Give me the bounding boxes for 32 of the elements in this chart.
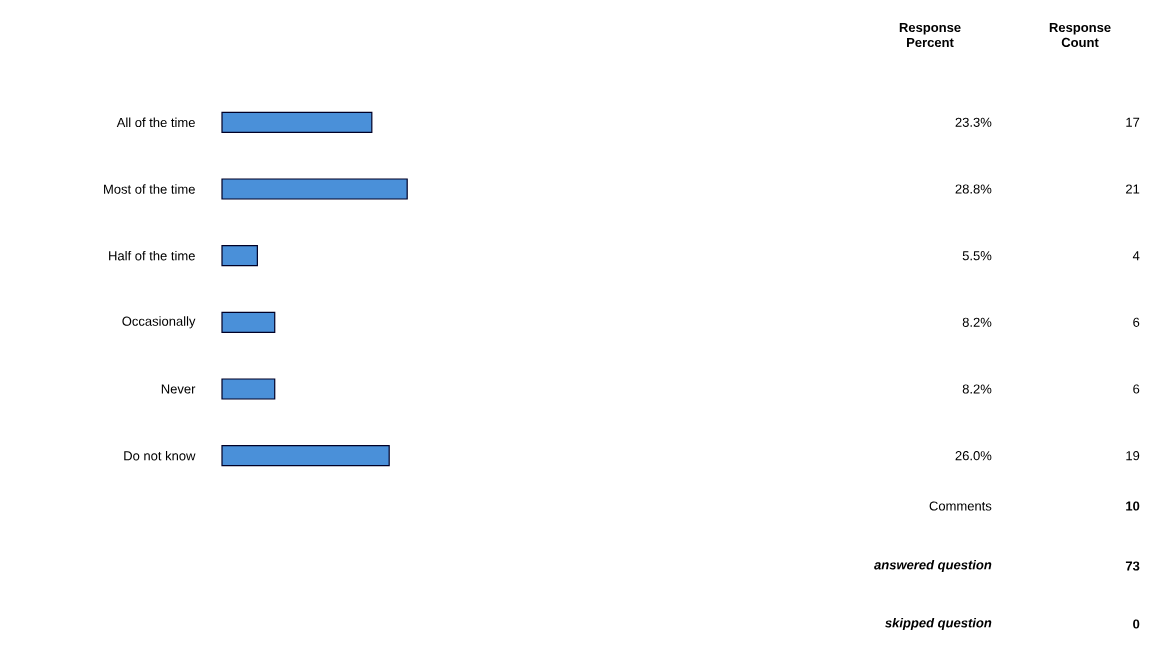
text: 73 [1125,561,1140,571]
text: Response Percent [899,22,961,48]
y-tick-label: Half of the time [109,250,195,261]
data-label: 8.2% [962,384,992,394]
data-label: 28.8% [955,184,992,194]
text: skipped question [885,617,992,631]
bar [221,111,373,133]
bar [221,445,390,467]
y-tick-label: All of the time [116,117,195,128]
data-label: 8.2% [962,317,992,327]
data-label: 23.3% [955,117,992,127]
y-tick-label: Most of the time [104,184,195,194]
text: 0 [1133,619,1140,629]
text: 21 [1126,184,1140,194]
bar [221,245,258,267]
text: Response Count [1049,22,1111,48]
y-tick-label: Do not know [124,450,196,461]
text: 10 [1126,501,1140,511]
bar [221,178,408,200]
bar [221,378,276,400]
text: 19 [1126,451,1140,461]
text: Comments [929,501,992,511]
bar [221,311,276,333]
y-tick-label: Never [161,384,196,394]
data-label: 26.0% [955,451,992,461]
text: 6 [1133,317,1140,327]
y-tick-label: Occasionally [122,316,196,329]
text: 17 [1126,117,1140,127]
text: 6 [1133,384,1140,394]
text: 4 [1132,251,1140,261]
data-label: 5.5% [962,251,992,261]
text: answered question [874,559,992,573]
